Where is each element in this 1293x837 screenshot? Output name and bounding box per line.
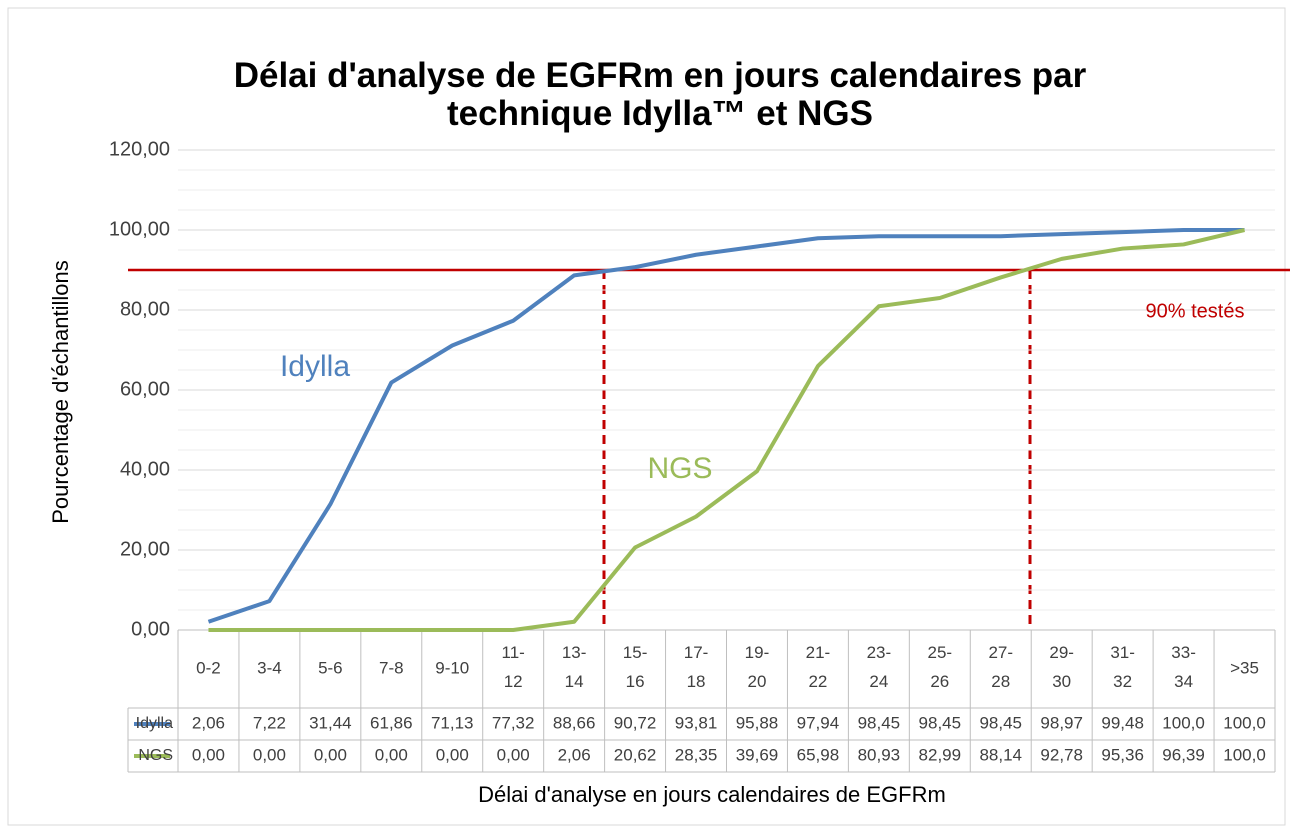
- data-label: 95,36: [1101, 745, 1144, 764]
- data-label: 7,22: [253, 713, 286, 732]
- x-tick-label-line: 15-: [623, 643, 648, 662]
- data-label: 95,88: [736, 713, 779, 732]
- data-label: 65,98: [797, 745, 840, 764]
- data-label: 92,78: [1040, 745, 1083, 764]
- data-label: 88,14: [979, 745, 1022, 764]
- x-tick-label-line: 25-: [928, 643, 953, 662]
- data-label: 61,86: [370, 713, 413, 732]
- x-tick-label: 13- 14: [562, 643, 587, 691]
- x-tick-label-line: 22: [808, 672, 827, 691]
- x-tick-label: 0-2: [196, 658, 221, 677]
- x-tick-label-line: 28: [991, 672, 1010, 691]
- data-label: 0,00: [436, 745, 469, 764]
- x-tick-label-line: 27-: [988, 643, 1013, 662]
- x-tick-label: 29- 30: [1049, 643, 1074, 691]
- x-tick-label-line: 21-: [806, 643, 831, 662]
- x-tick-label-line: 13-: [562, 643, 587, 662]
- line-series: [208, 228, 1245, 632]
- x-tick-label-line: 17-: [684, 643, 709, 662]
- x-tick-label-line: 23-: [867, 643, 892, 662]
- x-tick-label-line: 12: [504, 672, 523, 691]
- x-tick-label-line: 24: [869, 672, 888, 691]
- x-tick-label: 19- 20: [745, 643, 770, 691]
- x-tick-label: >35: [1230, 658, 1259, 677]
- data-label: 100,0: [1162, 713, 1205, 732]
- x-tick-label: 31- 32: [1110, 643, 1135, 691]
- x-tick-label-line: 33-: [1171, 643, 1196, 662]
- line-series: [207, 228, 1245, 624]
- data-label: 39,69: [736, 745, 779, 764]
- data-label: 2,06: [192, 713, 225, 732]
- y-tick-label: 100,00: [109, 218, 170, 240]
- data-label: 31,44: [309, 713, 352, 732]
- x-tick-label-line: 31-: [1110, 643, 1135, 662]
- x-tick-label: 33- 34: [1171, 643, 1196, 691]
- chart-title: Délai d'analyse de EGFRm en jours calend…: [234, 56, 1087, 133]
- x-tick-label-line: 29-: [1049, 643, 1074, 662]
- data-label: 0,00: [192, 745, 225, 764]
- x-tick-label-line: 20: [748, 672, 767, 691]
- data-label: 88,66: [553, 713, 596, 732]
- threshold-label: 90% testés: [1146, 300, 1245, 322]
- x-tick-label: 11- 12: [502, 643, 525, 691]
- y-axis-title: Pourcentage d'échantillons: [48, 260, 73, 524]
- y-tick-label: 60,00: [120, 378, 170, 400]
- x-tick-label-line: 32: [1113, 672, 1132, 691]
- x-tick-label: 21- 22: [806, 643, 831, 691]
- y-tick-label: 0,00: [131, 618, 170, 640]
- x-tick-label-line: 19-: [745, 643, 770, 662]
- x-tick-label-line: 16: [626, 672, 645, 691]
- y-tick-label: 20,00: [120, 538, 170, 560]
- data-label: 2,06: [558, 745, 591, 764]
- x-tick-label: 15- 16: [623, 643, 648, 691]
- data-label: 97,94: [797, 713, 840, 732]
- data-label: 98,97: [1040, 713, 1083, 732]
- x-axis-title: Délai d'analyse en jours calendaires de …: [478, 782, 946, 807]
- y-tick-label: 120,00: [109, 138, 170, 160]
- x-tick-label-line: 30: [1052, 672, 1071, 691]
- x-tick-label-line: 14: [565, 672, 584, 691]
- x-tick-label: 7-8: [379, 658, 404, 677]
- data-label: 82,99: [919, 745, 962, 764]
- series-annotation: Idylla: [280, 350, 350, 383]
- data-label: 93,81: [675, 713, 718, 732]
- data-label: 80,93: [858, 745, 901, 764]
- data-label: 20,62: [614, 745, 657, 764]
- data-label: 98,45: [979, 713, 1022, 732]
- data-label: 0,00: [497, 745, 530, 764]
- data-label: 0,00: [253, 745, 286, 764]
- x-tick-label: 3-4: [257, 658, 282, 677]
- data-label: 98,45: [919, 713, 962, 732]
- data-label: 0,00: [314, 745, 347, 764]
- x-tick-label: 27- 28: [988, 643, 1013, 691]
- legend-label: NGS: [138, 747, 173, 764]
- data-label: 100,0: [1223, 745, 1266, 764]
- x-tick-label: 17- 18: [684, 643, 709, 691]
- data-label: 0,00: [375, 745, 408, 764]
- data-label: 99,48: [1101, 713, 1144, 732]
- x-tick-label-line: 34: [1174, 672, 1193, 691]
- data-label: 77,32: [492, 713, 535, 732]
- data-label: 100,0: [1223, 713, 1266, 732]
- chart-border: [7, 7, 1286, 826]
- x-tick-label: 25- 26: [928, 643, 953, 691]
- x-tick-label-line: 18: [687, 672, 706, 691]
- y-tick-label: 80,00: [120, 298, 170, 320]
- data-label: 28,35: [675, 745, 718, 764]
- x-tick-label: 5-6: [318, 658, 343, 677]
- y-tick-label: 40,00: [120, 458, 170, 480]
- x-tick-label: 23- 24: [867, 643, 892, 691]
- data-label: 98,45: [858, 713, 901, 732]
- data-label: 71,13: [431, 713, 474, 732]
- legend-label: Idylla: [136, 715, 173, 732]
- data-label: 90,72: [614, 713, 657, 732]
- data-label: 96,39: [1162, 745, 1205, 764]
- x-tick-label-line: 11-: [502, 643, 525, 662]
- x-tick-label-line: 26: [930, 672, 949, 691]
- x-tick-label: 9-10: [435, 658, 469, 677]
- series-annotation: NGS: [647, 452, 712, 485]
